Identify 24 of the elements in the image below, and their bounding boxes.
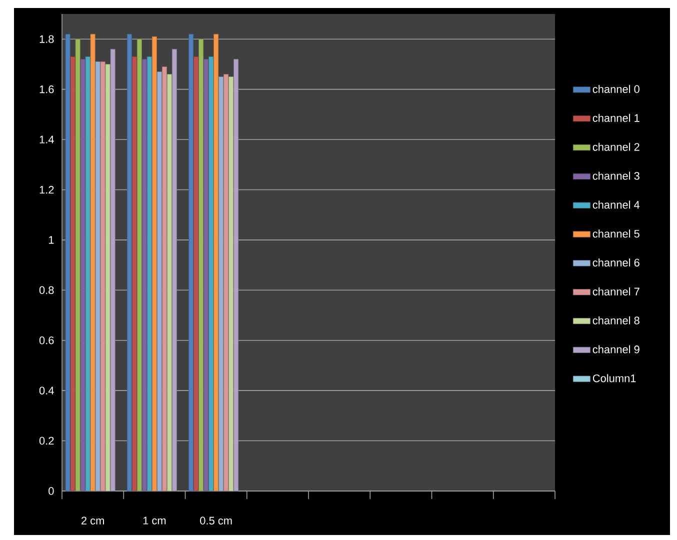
y-tick-label: 0 (48, 487, 54, 495)
legend-label: channel 9 (592, 345, 640, 354)
legend-label: Column1 (592, 374, 636, 382)
y-tick-label: 0.8 (39, 286, 54, 294)
y-tick-label: 1.2 (40, 186, 54, 194)
y-tick-label: 0.4 (39, 386, 54, 394)
legend-label: channel 0 (592, 84, 640, 93)
legend-label: channel 5 (592, 230, 640, 238)
y-tick-label: 1.6 (40, 85, 54, 94)
y-tick-label: 1.4 (40, 136, 54, 144)
legend-label: channel 2 (592, 142, 640, 151)
y-tick-label: 1 (48, 236, 54, 244)
legend-label: channel 6 (592, 258, 640, 267)
x-tick-label: 0.5 cm (200, 516, 232, 525)
y-tick-label: 0.6 (39, 336, 54, 344)
y-tick-label: 1.8 (40, 35, 54, 43)
x-tick-label: 1 cm (143, 516, 166, 524)
legend-label: channel 8 (592, 316, 640, 324)
legend-label: channel 1 (592, 114, 640, 122)
legend-label: channel 4 (592, 200, 640, 209)
legend-label: channel 3 (592, 172, 640, 180)
x-tick-label: 2 cm (81, 516, 104, 525)
legend-label: channel 7 (592, 287, 640, 296)
y-tick-label: 0.2 (39, 436, 54, 445)
